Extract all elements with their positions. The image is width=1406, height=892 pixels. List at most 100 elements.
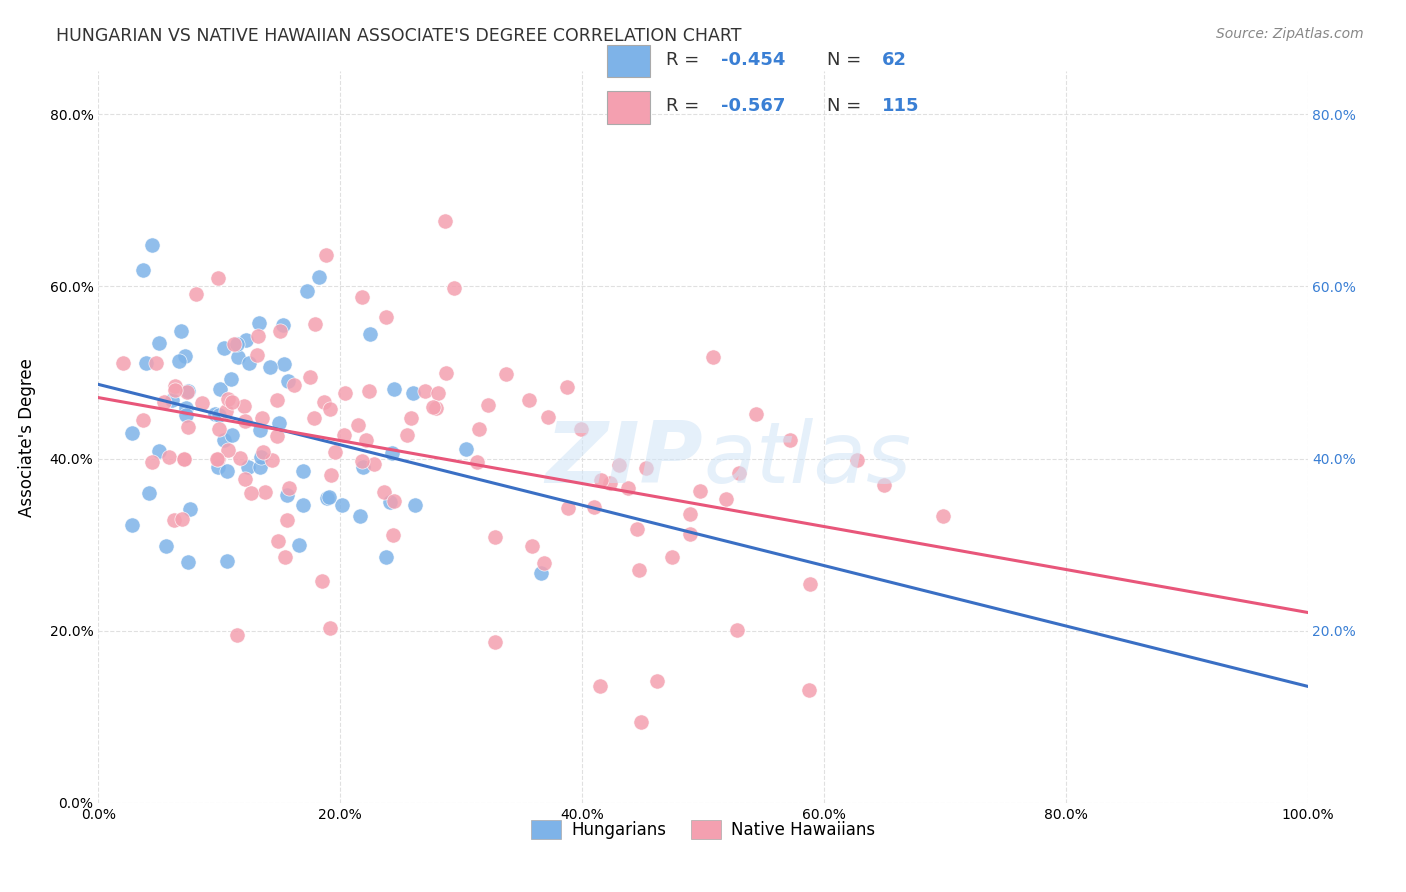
Text: -0.567: -0.567 <box>721 97 786 115</box>
Point <box>253 484 276 499</box>
Point <box>626 523 648 537</box>
Point <box>204 407 226 421</box>
Point <box>273 357 295 371</box>
Point <box>689 484 711 499</box>
Point <box>235 334 257 348</box>
Point <box>530 566 553 581</box>
Point <box>174 401 197 416</box>
Text: HUNGARIAN VS NATIVE HAWAIIAN ASSOCIATE'S DEGREE CORRELATION CHART: HUNGARIAN VS NATIVE HAWAIIAN ASSOCIATE'S… <box>56 27 742 45</box>
Point <box>292 498 315 512</box>
Point <box>153 395 176 409</box>
Point <box>589 679 612 693</box>
Point <box>267 534 290 549</box>
Point <box>249 460 271 475</box>
Point <box>725 623 748 637</box>
Point <box>226 337 249 351</box>
Point <box>277 374 299 388</box>
Point <box>226 350 249 364</box>
Point <box>628 563 651 577</box>
Point <box>363 458 385 472</box>
Point <box>259 360 281 375</box>
Text: R =: R = <box>666 51 706 69</box>
Point <box>170 512 193 526</box>
Point <box>269 416 291 430</box>
Point <box>630 714 652 729</box>
Point <box>276 513 298 527</box>
Point <box>148 444 170 458</box>
Point <box>537 410 560 425</box>
Point <box>121 426 143 441</box>
Point <box>728 466 751 480</box>
Point <box>205 451 228 466</box>
Point <box>208 382 231 396</box>
Point <box>157 450 180 464</box>
Point <box>872 477 894 491</box>
Point <box>262 453 284 467</box>
Point <box>308 269 330 284</box>
Point <box>533 556 555 570</box>
Point <box>359 326 381 341</box>
Point <box>716 492 738 507</box>
Point <box>333 428 356 442</box>
Point <box>238 356 260 370</box>
Text: atlas: atlas <box>703 417 911 500</box>
Point <box>678 526 700 541</box>
Point <box>238 460 260 475</box>
Point <box>557 380 579 394</box>
Point <box>349 508 371 523</box>
Point <box>557 501 579 516</box>
Point <box>304 318 326 332</box>
Point <box>176 385 198 400</box>
Point <box>702 350 724 364</box>
Text: -0.454: -0.454 <box>721 51 786 69</box>
Point <box>138 485 160 500</box>
Point <box>434 214 457 228</box>
Point <box>316 491 339 505</box>
Point <box>160 393 183 408</box>
Point <box>745 407 768 421</box>
Point <box>246 347 269 361</box>
Text: R =: R = <box>666 97 706 115</box>
Point <box>215 403 238 417</box>
Point <box>176 420 198 434</box>
Point <box>141 455 163 469</box>
Point <box>219 372 242 386</box>
Point <box>495 368 517 382</box>
Point <box>246 329 269 343</box>
Point <box>252 445 274 459</box>
Point <box>353 459 375 474</box>
Point <box>845 453 868 467</box>
Point <box>249 450 271 464</box>
Point <box>591 473 613 487</box>
Point <box>484 634 506 648</box>
Point <box>217 392 239 407</box>
Point <box>434 366 457 380</box>
Point <box>247 316 270 330</box>
Point <box>468 422 491 436</box>
Point <box>583 500 606 515</box>
Point <box>299 370 322 384</box>
Point <box>141 238 163 252</box>
FancyBboxPatch shape <box>607 45 650 78</box>
Point <box>174 349 197 363</box>
Point <box>132 413 155 427</box>
Point <box>477 398 499 412</box>
Point <box>396 428 419 442</box>
Point <box>634 460 657 475</box>
Point <box>520 540 543 554</box>
Point <box>221 427 243 442</box>
Point <box>212 433 235 447</box>
Point <box>797 682 820 697</box>
FancyBboxPatch shape <box>607 91 650 124</box>
Point <box>173 452 195 467</box>
Point <box>799 577 821 591</box>
Point <box>208 422 231 436</box>
Point <box>569 422 592 436</box>
Point <box>382 493 405 508</box>
Point <box>276 488 298 502</box>
Point <box>215 464 238 478</box>
Point <box>319 402 342 417</box>
Point <box>679 508 702 522</box>
Point <box>249 423 271 437</box>
Point <box>374 310 396 325</box>
